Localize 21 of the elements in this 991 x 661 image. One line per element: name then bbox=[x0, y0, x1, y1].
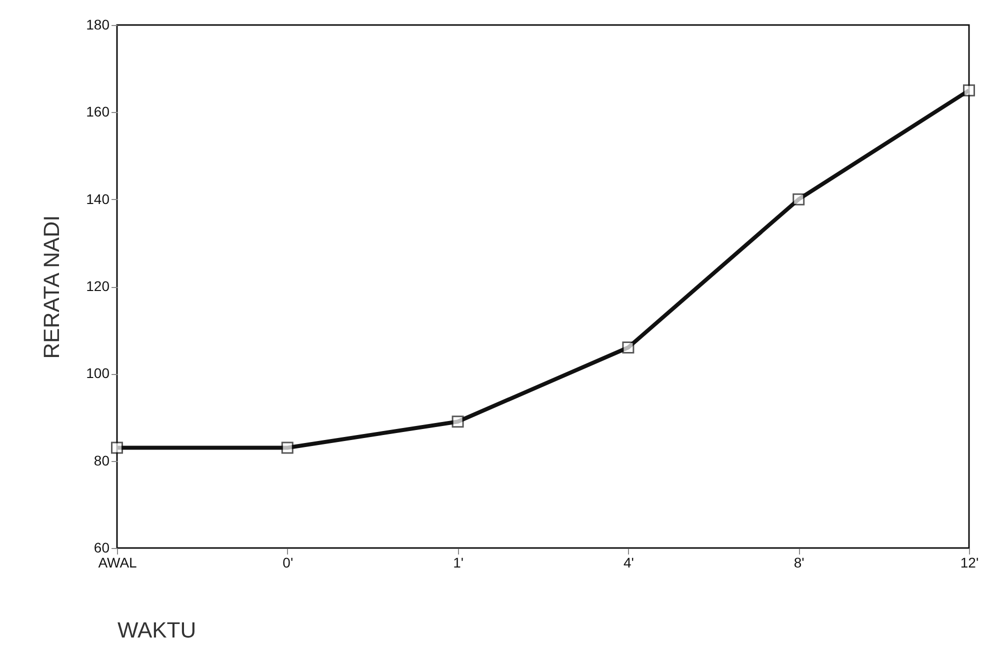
y-tick-label: 80 bbox=[94, 452, 110, 468]
x-tick-label: 8' bbox=[794, 554, 804, 570]
point bbox=[452, 416, 464, 428]
y-tick-label: 60 bbox=[94, 540, 110, 556]
point bbox=[281, 442, 294, 454]
y-tick-label: 100 bbox=[86, 365, 110, 382]
y-axis-title: RERATA NADI bbox=[39, 215, 64, 359]
point bbox=[792, 193, 805, 206]
x-tick-label: AWAL bbox=[98, 554, 138, 570]
x-tick-label: 0' bbox=[282, 554, 294, 570]
point bbox=[111, 442, 123, 454]
y-tick-label: 120 bbox=[86, 278, 110, 294]
y-tick-label: 180 bbox=[86, 16, 110, 32]
x-axis-title: WAKTU bbox=[118, 618, 196, 642]
x-tick-label: 4' bbox=[623, 554, 634, 570]
point bbox=[963, 84, 975, 96]
x-tick-label: 12' bbox=[960, 554, 979, 570]
point bbox=[622, 342, 634, 354]
x-tick-label: 1' bbox=[453, 554, 464, 570]
y-tick-label: 140 bbox=[86, 190, 110, 207]
y-tick-label: 160 bbox=[86, 104, 110, 120]
